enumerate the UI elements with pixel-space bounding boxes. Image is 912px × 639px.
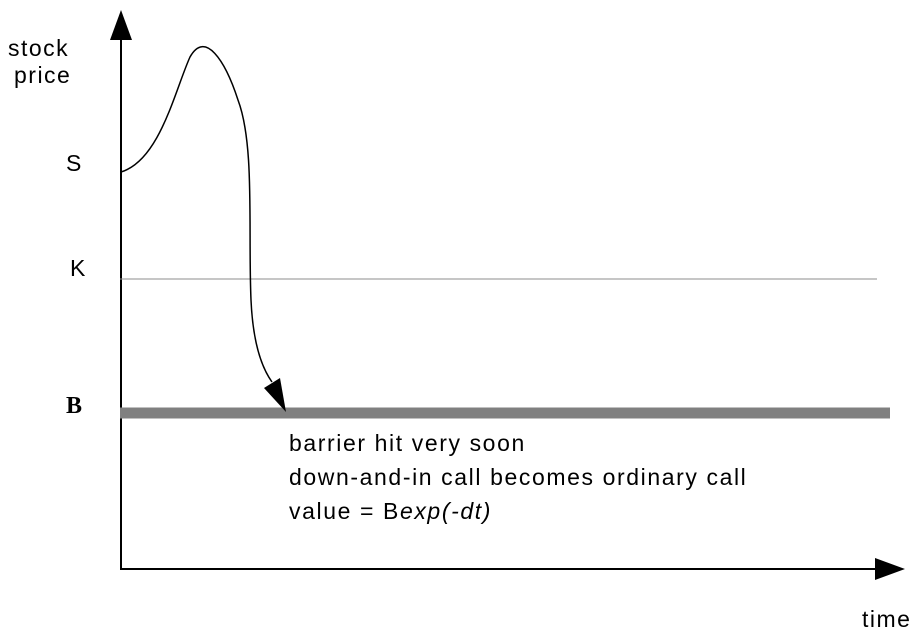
y-axis-label-line2: price bbox=[14, 62, 71, 88]
y-axis-arrowhead bbox=[110, 10, 132, 40]
x-axis-label: time bbox=[862, 606, 911, 632]
b-level-label: B bbox=[66, 393, 82, 419]
annotation-line-3-formula: exp(-dt) bbox=[400, 498, 492, 524]
s-level-label: S bbox=[66, 150, 83, 176]
x-axis-arrowhead bbox=[875, 558, 905, 580]
path-arrowhead bbox=[264, 378, 286, 412]
annotation-line-1: barrier hit very soon bbox=[289, 430, 526, 456]
annotation-line-3-prefix: value = B bbox=[289, 498, 400, 524]
annotation-line-3: value = Bexp(-dt) bbox=[289, 498, 492, 524]
y-axis-label-line1: stock bbox=[8, 35, 69, 61]
k-level-label: K bbox=[70, 255, 87, 281]
stock-price-path bbox=[120, 45, 273, 383]
annotation-line-2: down-and-in call becomes ordinary call bbox=[289, 464, 747, 490]
